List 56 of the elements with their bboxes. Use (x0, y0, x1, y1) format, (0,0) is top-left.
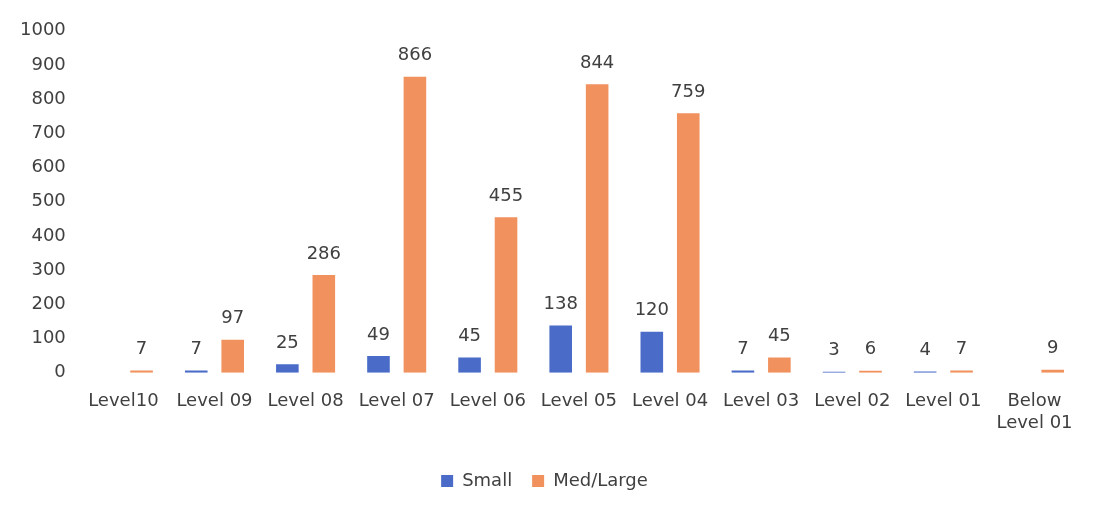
y-tick-label: 900 (31, 52, 66, 74)
x-tick-label: Level 06 (449, 389, 526, 411)
data-label: 120 (634, 298, 669, 320)
data-label: 49 (367, 322, 390, 344)
x-tick-label: Level 04 (631, 389, 709, 411)
x-tick-label: Level 03 (723, 389, 800, 411)
y-tick-label: 800 (31, 86, 66, 108)
bar (458, 357, 481, 373)
data-label: 97 (221, 306, 245, 328)
data-label: 45 (458, 324, 482, 346)
y-tick-label: 700 (31, 121, 66, 143)
bar (276, 364, 299, 373)
data-label: 455 (488, 183, 524, 205)
bar (494, 217, 518, 373)
data-label: 844 (579, 50, 615, 72)
data-label: 4 (919, 338, 931, 360)
data-label: 866 (397, 43, 433, 65)
bar (367, 356, 390, 373)
x-tick-label: Level10 (88, 389, 159, 411)
data-label: 286 (306, 241, 341, 263)
data-label: 45 (767, 324, 791, 346)
legend-label: Small (462, 468, 513, 490)
data-label: 25 (275, 330, 299, 352)
y-tick-label: 600 (31, 155, 66, 177)
data-label: 7 (737, 337, 749, 359)
bar (768, 357, 791, 373)
bar (549, 325, 572, 373)
data-label: 6 (864, 337, 877, 359)
bar (585, 84, 609, 373)
x-tick-label: Below Level 01 (996, 389, 1073, 432)
y-tick-label: 0 (54, 360, 66, 382)
data-label: 7 (135, 337, 148, 359)
legend-label: Med/Large (553, 468, 648, 490)
bar (676, 113, 700, 373)
x-tick-label: Level 07 (358, 389, 435, 411)
x-tick-label: Level 02 (814, 389, 891, 411)
bar (221, 339, 244, 373)
data-label: 9 (1046, 336, 1059, 358)
x-tick-label: Level 09 (176, 389, 253, 411)
data-label: 138 (543, 292, 578, 314)
data-label: 7 (190, 337, 202, 359)
data-label: 7 (955, 337, 968, 359)
data-label: 759 (671, 79, 706, 101)
y-tick-label: 200 (31, 292, 66, 314)
x-tick-label: Level 05 (540, 389, 617, 411)
bar (640, 331, 664, 373)
bar (403, 76, 427, 373)
bar (312, 274, 336, 373)
y-tick-label: 1000 (20, 18, 66, 40)
x-tick-label: Level 01 (905, 389, 982, 411)
data-label: 3 (828, 338, 840, 360)
y-tick-label: 400 (31, 223, 66, 245)
y-tick-label: 300 (31, 257, 66, 279)
y-tick-label: 500 (31, 189, 66, 211)
y-tick-label: 100 (31, 326, 66, 348)
x-tick-label: Level 08 (267, 389, 344, 411)
